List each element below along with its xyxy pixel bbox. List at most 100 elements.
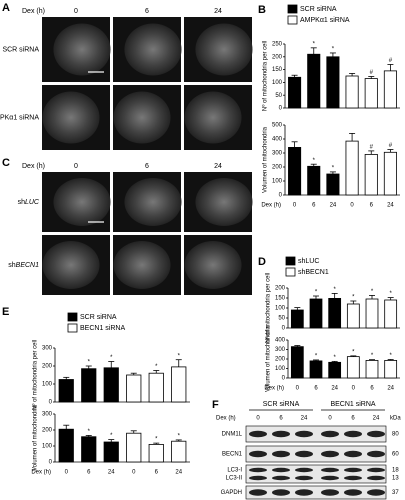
time-label: 6 [351, 416, 355, 422]
bar [148, 443, 164, 463]
significance-mark: # [389, 58, 393, 64]
protein-label: BECN1 [222, 452, 243, 458]
row-label: shBECN1 [8, 262, 39, 269]
bar [103, 441, 119, 463]
significance-mark: # [389, 143, 393, 149]
significance-mark: * [88, 360, 91, 366]
kda-label: 18 [392, 468, 399, 474]
y-tick-label: 150 [272, 67, 283, 73]
legend-label: shLUC [298, 258, 319, 265]
significance-mark: * [389, 291, 392, 297]
protein-label: GAPDH [221, 490, 242, 496]
band [367, 475, 385, 481]
significance-mark: * [332, 165, 335, 171]
x-tick-label: 0 [296, 386, 300, 392]
significance-mark: * [110, 433, 113, 439]
legend-label: BECN1 siRNA [80, 325, 125, 332]
cell-image [42, 91, 100, 144]
y-tick-label: 100 [42, 382, 53, 388]
cell-image [124, 178, 182, 226]
y-axis-label: Nº of mitochondria per cell [32, 340, 39, 410]
bar [307, 165, 321, 196]
significance-mark: # [370, 144, 374, 150]
row-label: SCR siRNA [2, 46, 39, 53]
significance-mark: * [155, 437, 158, 443]
band [344, 489, 362, 496]
bar [326, 56, 340, 109]
cell-image [113, 91, 171, 144]
legend-label: AMPKα1 siRNA [300, 17, 350, 24]
legend-label: SCR siRNA [80, 314, 117, 321]
y-axis-label: Volumen of mitochondria [266, 325, 272, 392]
legend-swatch [285, 267, 296, 277]
protein-label: DNM1L [222, 432, 243, 438]
bar [103, 367, 119, 403]
group-label: SCR siRNA [263, 401, 300, 408]
x-tick-label: 0 [293, 203, 297, 209]
band [367, 467, 385, 473]
significance-mark: * [352, 295, 355, 301]
time-label: 0 [328, 416, 332, 422]
significance-mark: * [110, 355, 113, 361]
cell-image [195, 178, 253, 226]
row-label: shLUC [18, 199, 40, 206]
bar [288, 76, 302, 109]
time-label: 24 [301, 416, 308, 422]
bar [328, 361, 342, 379]
bar [171, 366, 187, 403]
bar [81, 368, 97, 403]
cell-image [124, 23, 182, 76]
time-label: 24 [214, 163, 222, 170]
band [272, 475, 290, 481]
y-axis-label: Nº of mitochondria per cell [265, 273, 272, 343]
bar [383, 151, 397, 196]
panel-letter: E [2, 306, 9, 318]
y-tick-label: 200 [272, 165, 283, 171]
bar [365, 360, 379, 379]
x-tick-label: 24 [387, 386, 394, 392]
band [344, 450, 362, 458]
protein-label: LC3-I [227, 468, 242, 474]
x-tick-label: 0 [350, 203, 354, 209]
x-axis-label: Dex (h) [261, 203, 281, 209]
legend-swatch [67, 323, 78, 333]
panel-letter: C [2, 157, 10, 169]
bar [346, 356, 360, 379]
x-axis-label: Dex (h) [264, 386, 284, 392]
bar [384, 360, 398, 379]
band [272, 450, 290, 458]
significance-mark: * [178, 353, 181, 359]
bar [328, 297, 342, 329]
band [272, 430, 290, 438]
legend-swatch [287, 15, 298, 25]
time-label: 24 [373, 416, 380, 422]
cell-image [184, 91, 242, 144]
y-tick-label: 400 [272, 137, 283, 143]
band [295, 475, 313, 481]
x-tick-label: 0 [352, 386, 356, 392]
band [295, 489, 313, 496]
significance-mark: * [371, 289, 374, 295]
band [321, 467, 339, 473]
significance-mark: * [315, 290, 318, 296]
time-label: 6 [145, 163, 149, 170]
band [295, 430, 313, 438]
kda-label: 37 [392, 490, 399, 496]
band [249, 467, 267, 473]
y-tick-label: 100 [275, 366, 286, 372]
band [321, 475, 339, 481]
band [367, 450, 385, 458]
protein-label: LC3-II [226, 476, 243, 482]
blot [245, 445, 387, 463]
cell-image [53, 178, 111, 226]
y-tick-label: 0 [279, 193, 283, 199]
y-tick-label: 50 [278, 316, 285, 322]
group-label: BECN1 siRNA [330, 401, 375, 408]
y-tick-label: 100 [275, 306, 286, 312]
y-tick-label: 100 [272, 179, 283, 185]
time-label: 6 [145, 8, 149, 15]
bar [58, 379, 74, 403]
band [272, 467, 290, 473]
y-tick-label: 0 [49, 460, 53, 466]
